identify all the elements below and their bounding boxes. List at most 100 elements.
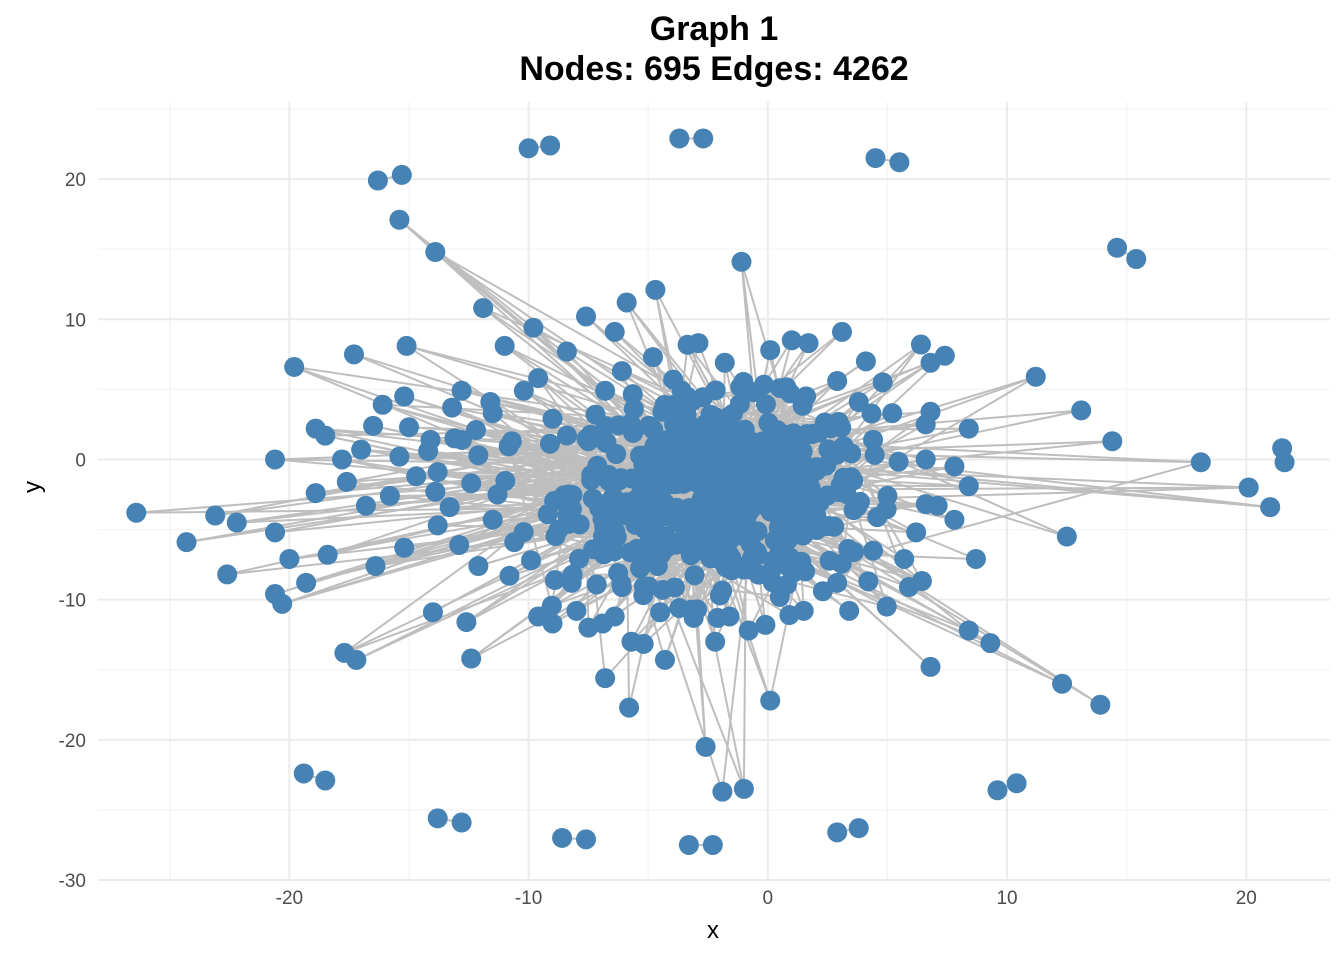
graph-node <box>355 495 376 516</box>
graph-node <box>721 560 742 581</box>
graph-node <box>622 384 643 405</box>
graph-node <box>542 408 563 429</box>
graph-node <box>816 455 837 476</box>
graph-node <box>427 515 448 536</box>
graph-node <box>755 394 776 415</box>
graph-node <box>877 485 898 506</box>
graph-node <box>621 631 642 652</box>
graph-node <box>482 403 503 424</box>
graph-node <box>839 600 860 621</box>
graph-node <box>1056 526 1077 547</box>
graph-node <box>504 532 525 553</box>
graph-node <box>456 612 477 633</box>
graph-node <box>596 432 617 453</box>
graph-node <box>712 781 733 802</box>
graph-node <box>882 403 903 424</box>
x-tick-label: 0 <box>763 888 774 909</box>
graph-node <box>741 559 762 580</box>
graph-node <box>719 606 740 627</box>
graph-node <box>778 529 799 550</box>
graph-node <box>843 541 864 562</box>
graph-node <box>418 441 439 462</box>
graph-node <box>927 495 948 516</box>
graph-node <box>841 443 862 464</box>
graph-node <box>611 577 632 598</box>
graph-node <box>592 508 613 529</box>
graph-node <box>769 586 790 607</box>
graph-node <box>444 428 465 449</box>
graph-node <box>604 321 625 342</box>
graph-node <box>365 555 386 576</box>
graph-node <box>827 822 848 843</box>
graph-node <box>389 446 410 467</box>
graph-node <box>944 509 965 530</box>
graph-node <box>711 510 732 531</box>
graph-node <box>217 564 238 585</box>
graph-node <box>760 340 781 361</box>
graph-node <box>425 481 446 502</box>
graph-node <box>518 138 539 159</box>
graph-node <box>944 456 965 477</box>
graph-node <box>1052 673 1073 694</box>
graph-node <box>494 335 515 356</box>
graph-node <box>743 460 764 481</box>
graph-node <box>482 509 503 530</box>
graph-node <box>709 585 730 606</box>
graph-node <box>623 422 644 443</box>
graph-node <box>664 414 685 435</box>
graph-node <box>449 534 470 555</box>
graph-node <box>898 577 919 598</box>
graph-node <box>693 128 714 149</box>
graph-node <box>398 417 419 438</box>
graph-node <box>1102 431 1123 452</box>
graph-node <box>797 474 818 495</box>
graph-node <box>798 333 819 354</box>
graph-node <box>652 579 673 600</box>
graph-node <box>468 445 489 466</box>
y-tick-label: 0 <box>75 450 86 471</box>
graph-node <box>894 548 915 569</box>
graph-node <box>775 497 796 518</box>
graph-node <box>827 370 848 391</box>
graph-node <box>958 476 979 497</box>
graph-node <box>351 439 372 460</box>
graph-node <box>439 497 460 518</box>
graph-node <box>843 470 864 491</box>
graph-node <box>473 298 494 319</box>
graph-node <box>619 697 640 718</box>
graph-node <box>265 449 286 470</box>
graph-node <box>176 532 197 553</box>
graph-node <box>631 483 652 504</box>
graph-node <box>910 334 931 355</box>
graph-node <box>1238 477 1259 498</box>
graph-edge <box>847 375 1037 489</box>
graph-node <box>126 502 147 523</box>
chart-subtitle: Nodes: 695 Edges: 4262 <box>519 50 909 88</box>
graph-node <box>809 422 830 443</box>
graph-node <box>427 808 448 829</box>
graph-node <box>623 398 644 419</box>
graph-node <box>394 537 415 558</box>
graph-node <box>669 128 690 149</box>
graph-node <box>427 462 448 483</box>
graph-node <box>487 484 508 505</box>
graph-node <box>987 780 1008 801</box>
x-tick-label: -10 <box>515 888 542 909</box>
graph-node <box>958 620 979 641</box>
graph-edge <box>742 539 747 789</box>
graph-node <box>542 613 563 634</box>
graph-node <box>819 550 840 571</box>
graph-node <box>793 600 814 621</box>
graph-node <box>595 668 616 689</box>
graph-node <box>702 834 723 855</box>
graph-node <box>650 602 671 623</box>
graph-node <box>671 380 692 401</box>
graph-node <box>1071 400 1092 421</box>
graph-node <box>806 506 827 527</box>
graph-node <box>336 471 357 492</box>
graph-node <box>755 614 776 635</box>
graph-node <box>296 572 317 593</box>
graph-node <box>693 387 714 408</box>
graph-node <box>731 251 752 272</box>
graph-node <box>759 479 780 500</box>
